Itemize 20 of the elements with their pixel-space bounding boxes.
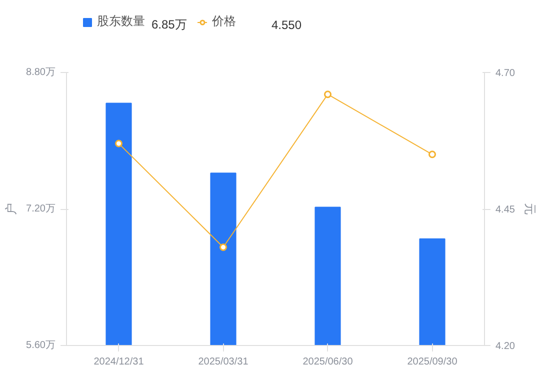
legend-label: 股东数量 <box>97 14 145 28</box>
legend-label: 价格 <box>212 14 236 28</box>
y-tick-label: 7.20万 <box>26 204 56 214</box>
text: 6.85万 <box>152 18 187 32</box>
point <box>115 140 122 148</box>
point <box>428 150 436 158</box>
point <box>220 243 227 251</box>
text: 4.550 <box>272 18 302 32</box>
x-tick-label: 2025/09/30 <box>407 356 458 368</box>
y2-tick-label: 4.20 <box>496 341 516 352</box>
x-tick-label: 2024/12/31 <box>94 356 144 368</box>
point <box>324 90 332 98</box>
y2-axis-title: 元 <box>522 203 537 215</box>
x-tick-label: 2025/06/30 <box>302 356 354 368</box>
y-axis-title: 户 <box>4 203 18 215</box>
y2-tick-label: 4.70 <box>496 68 516 79</box>
y-tick-label: 8.80万 <box>26 67 56 78</box>
y2-tick-label: 4.45 <box>496 204 516 216</box>
x-tick-label: 2025/03/31 <box>198 356 249 368</box>
y-tick-label: 5.60万 <box>26 340 56 351</box>
